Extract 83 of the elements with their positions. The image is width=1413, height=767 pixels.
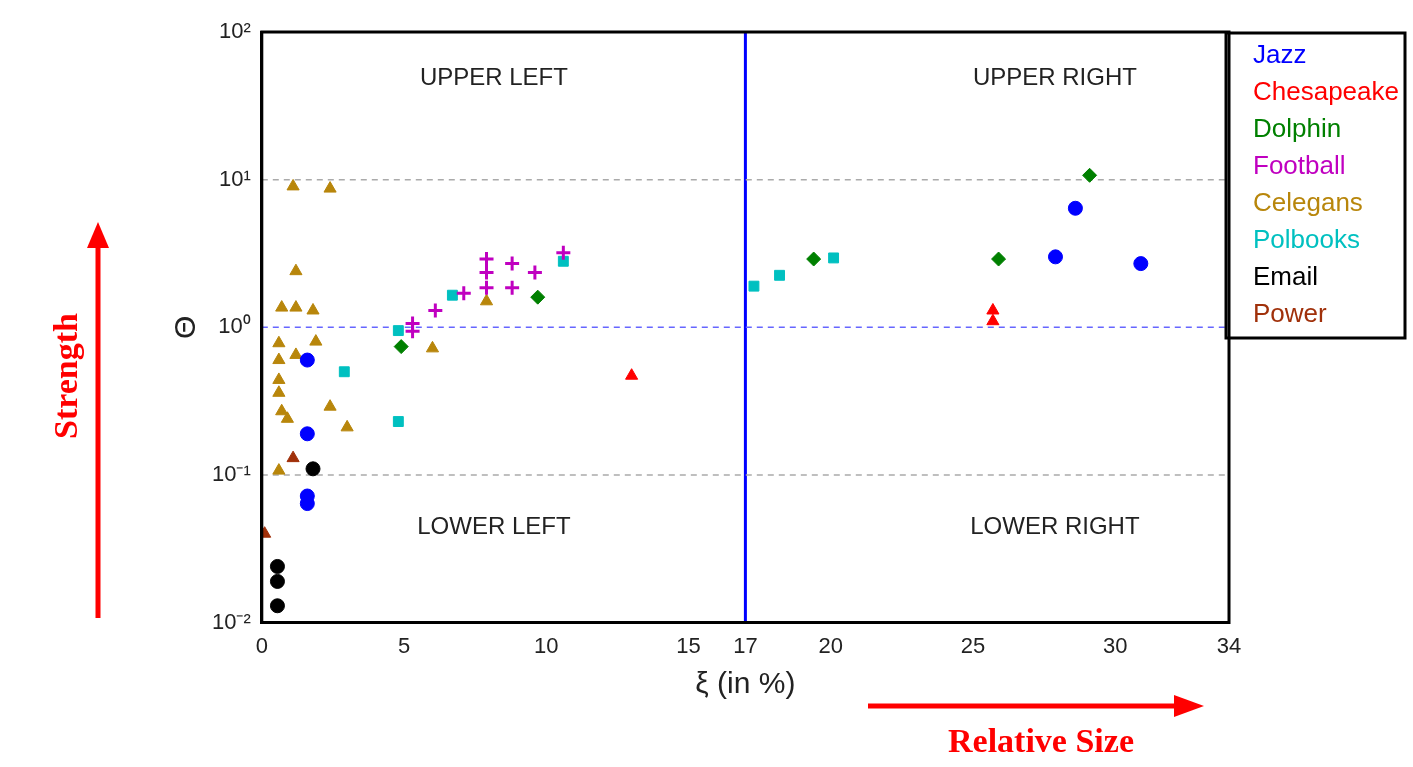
point bbox=[1067, 200, 1083, 216]
text: Chesapeake bbox=[1253, 76, 1399, 107]
y-axis-title: Θ bbox=[168, 315, 202, 339]
annotation: LOWER RIGHT bbox=[970, 512, 1140, 540]
text: Celegans bbox=[1253, 187, 1363, 218]
y-tick-label: 10⁰ bbox=[218, 313, 251, 339]
point bbox=[269, 573, 285, 589]
point bbox=[1047, 249, 1063, 265]
point bbox=[392, 416, 404, 427]
point bbox=[299, 352, 315, 368]
point bbox=[305, 461, 321, 477]
point bbox=[289, 263, 303, 276]
x-tick-label: 15 bbox=[676, 632, 701, 658]
point bbox=[625, 368, 639, 380]
point bbox=[269, 598, 285, 614]
point bbox=[393, 339, 409, 355]
text: Strength bbox=[47, 313, 85, 439]
x-tick-label: 10 bbox=[534, 632, 559, 658]
x-axis-title: ξ (in %) bbox=[695, 666, 796, 700]
text: Polbooks bbox=[1253, 224, 1360, 255]
text: Jazz bbox=[1253, 39, 1307, 70]
point bbox=[455, 284, 473, 302]
point bbox=[828, 252, 840, 264]
point bbox=[446, 289, 458, 301]
point bbox=[286, 178, 300, 191]
point bbox=[272, 385, 286, 397]
point bbox=[554, 244, 572, 262]
text: Relative Size bbox=[948, 722, 1134, 760]
point bbox=[1082, 167, 1098, 183]
point bbox=[503, 279, 521, 297]
point bbox=[426, 301, 444, 319]
point bbox=[774, 269, 785, 281]
point bbox=[269, 558, 285, 574]
point bbox=[530, 289, 546, 305]
point bbox=[309, 334, 323, 346]
point bbox=[503, 255, 521, 273]
point bbox=[338, 366, 350, 378]
x-tick-label: 0 bbox=[255, 632, 268, 658]
point bbox=[991, 251, 1007, 267]
point bbox=[1133, 256, 1149, 272]
point bbox=[299, 426, 315, 442]
point bbox=[340, 419, 354, 432]
x-tick-label: 17 bbox=[733, 632, 758, 658]
annotation: LOWER LEFT bbox=[417, 512, 571, 540]
point bbox=[323, 181, 337, 193]
point bbox=[748, 280, 760, 292]
point bbox=[306, 302, 320, 315]
point bbox=[806, 251, 822, 267]
y-tick-label: 10¹ bbox=[219, 165, 251, 191]
text: Power bbox=[1253, 298, 1328, 329]
point bbox=[986, 302, 1000, 315]
y-tick-label: 10⁻¹ bbox=[212, 461, 251, 487]
annotation: UPPER LEFT bbox=[419, 63, 569, 91]
point bbox=[986, 313, 1000, 326]
x-tick-label: 30 bbox=[1102, 632, 1128, 658]
point bbox=[425, 340, 440, 353]
point bbox=[272, 352, 286, 365]
text: Dolphin bbox=[1253, 113, 1342, 144]
point bbox=[272, 335, 286, 348]
point bbox=[272, 463, 286, 475]
x-tick-label: 25 bbox=[960, 632, 986, 658]
text: Football bbox=[1253, 150, 1346, 181]
point bbox=[323, 399, 337, 411]
point bbox=[478, 264, 496, 282]
annotation: UPPER RIGHT bbox=[972, 63, 1138, 91]
point bbox=[479, 293, 494, 306]
point bbox=[289, 347, 303, 359]
x-tick-label: 5 bbox=[397, 632, 411, 658]
point bbox=[478, 279, 496, 297]
y-tick-label: 10⁻² bbox=[212, 608, 251, 634]
x-tick-label: 20 bbox=[818, 632, 843, 658]
point bbox=[275, 300, 289, 312]
point bbox=[272, 372, 286, 384]
text: Email bbox=[1253, 261, 1319, 292]
x-tick-label: 34 bbox=[1216, 632, 1242, 658]
point bbox=[526, 264, 544, 282]
point bbox=[289, 300, 303, 312]
point bbox=[392, 325, 404, 337]
y-tick-label: 10² bbox=[219, 18, 251, 44]
point bbox=[280, 411, 294, 423]
point bbox=[286, 450, 300, 463]
point bbox=[275, 403, 289, 416]
point bbox=[478, 250, 496, 268]
